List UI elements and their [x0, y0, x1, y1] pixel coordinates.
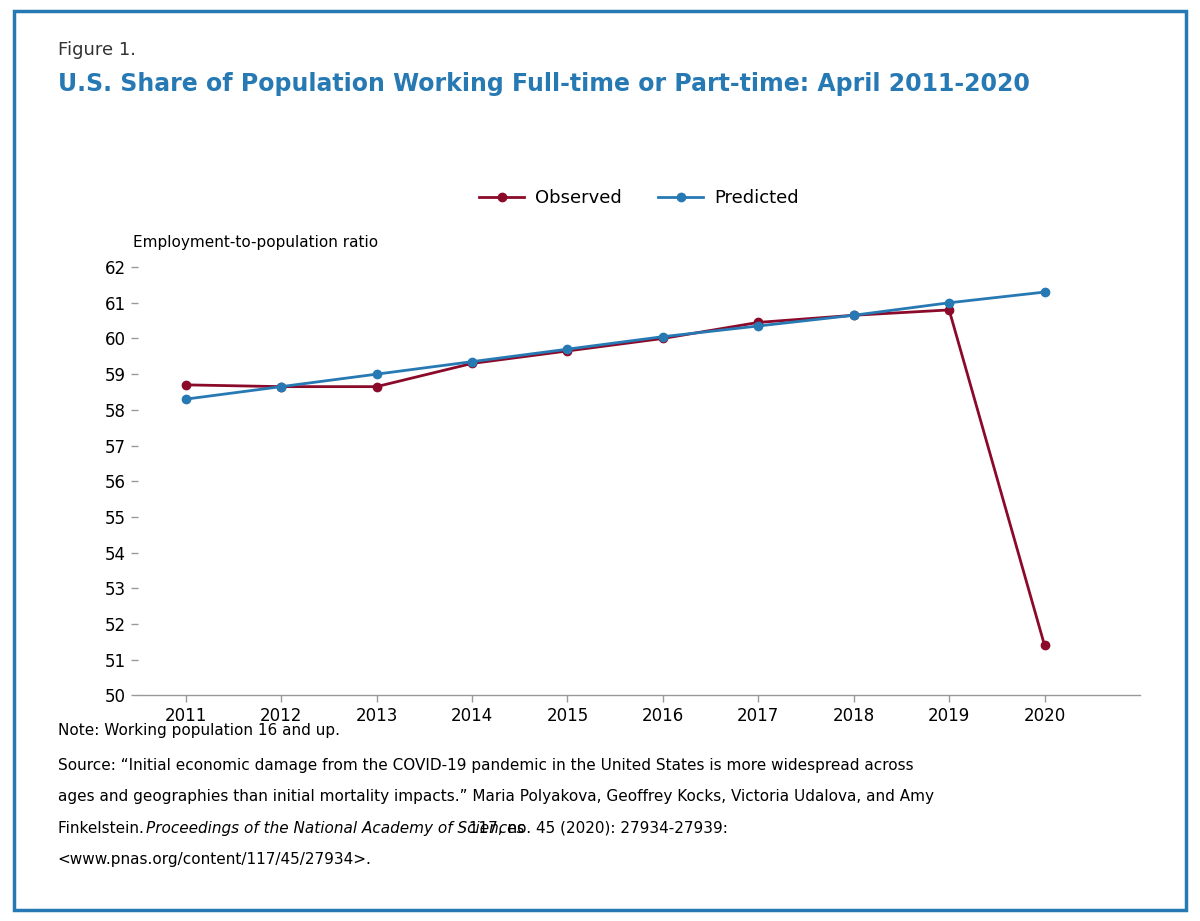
Text: <www.pnas.org/content/117/45/27934>.: <www.pnas.org/content/117/45/27934>.: [58, 852, 372, 867]
Text: Note: Working population 16 and up.: Note: Working population 16 and up.: [58, 723, 340, 738]
Text: 117, no. 45 (2020): 27934-27939:: 117, no. 45 (2020): 27934-27939:: [464, 821, 728, 835]
Text: U.S. Share of Population Working Full-time or Part-time: April 2011-2020: U.S. Share of Population Working Full-ti…: [58, 72, 1030, 96]
Text: Figure 1.: Figure 1.: [58, 41, 136, 60]
Text: Finkelstein.: Finkelstein.: [58, 821, 149, 835]
Legend: Observed, Predicted: Observed, Predicted: [472, 182, 806, 215]
Text: Proceedings of the National Academy of Sciences: Proceedings of the National Academy of S…: [146, 821, 524, 835]
Text: Employment-to-population ratio: Employment-to-population ratio: [133, 235, 378, 250]
Text: Source: “Initial economic damage from the COVID-19 pandemic in the United States: Source: “Initial economic damage from th…: [58, 758, 913, 773]
Text: ages and geographies than initial mortality impacts.” Maria Polyakova, Geoffrey : ages and geographies than initial mortal…: [58, 789, 934, 804]
